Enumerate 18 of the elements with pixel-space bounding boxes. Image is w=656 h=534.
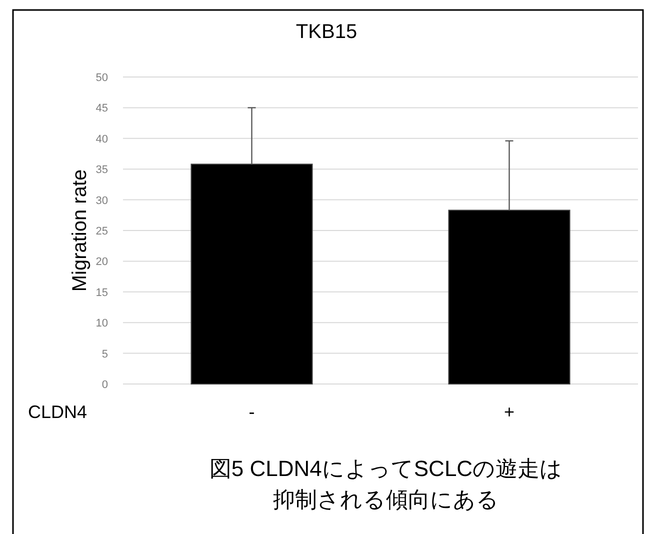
y-tick-label: 10 bbox=[96, 318, 108, 330]
y-tick-label: 50 bbox=[96, 72, 108, 84]
y-tick-label: 20 bbox=[96, 256, 108, 268]
y-tick-label: 0 bbox=[102, 379, 108, 391]
x-tick-label: + bbox=[504, 402, 515, 422]
y-tick-label: 40 bbox=[96, 133, 108, 146]
caption: 図5 CLDN4によってSCLCの遊走は bbox=[209, 456, 563, 481]
x-axis-title: CLDN4 bbox=[28, 402, 88, 422]
y-tick-label: 5 bbox=[102, 348, 108, 360]
y-tick-label: 30 bbox=[96, 194, 108, 207]
y-axis-title: Migration rate bbox=[69, 169, 91, 292]
chart-title: TKB15 bbox=[296, 21, 358, 43]
y-tick-label: 15 bbox=[96, 286, 108, 299]
y-tick-label: 45 bbox=[96, 102, 108, 115]
x-tick-label: - bbox=[248, 402, 255, 422]
y-tick-label: 35 bbox=[96, 164, 108, 176]
text: 抑制される傾向にある bbox=[273, 487, 499, 512]
y-tick-label: 25 bbox=[96, 226, 108, 238]
